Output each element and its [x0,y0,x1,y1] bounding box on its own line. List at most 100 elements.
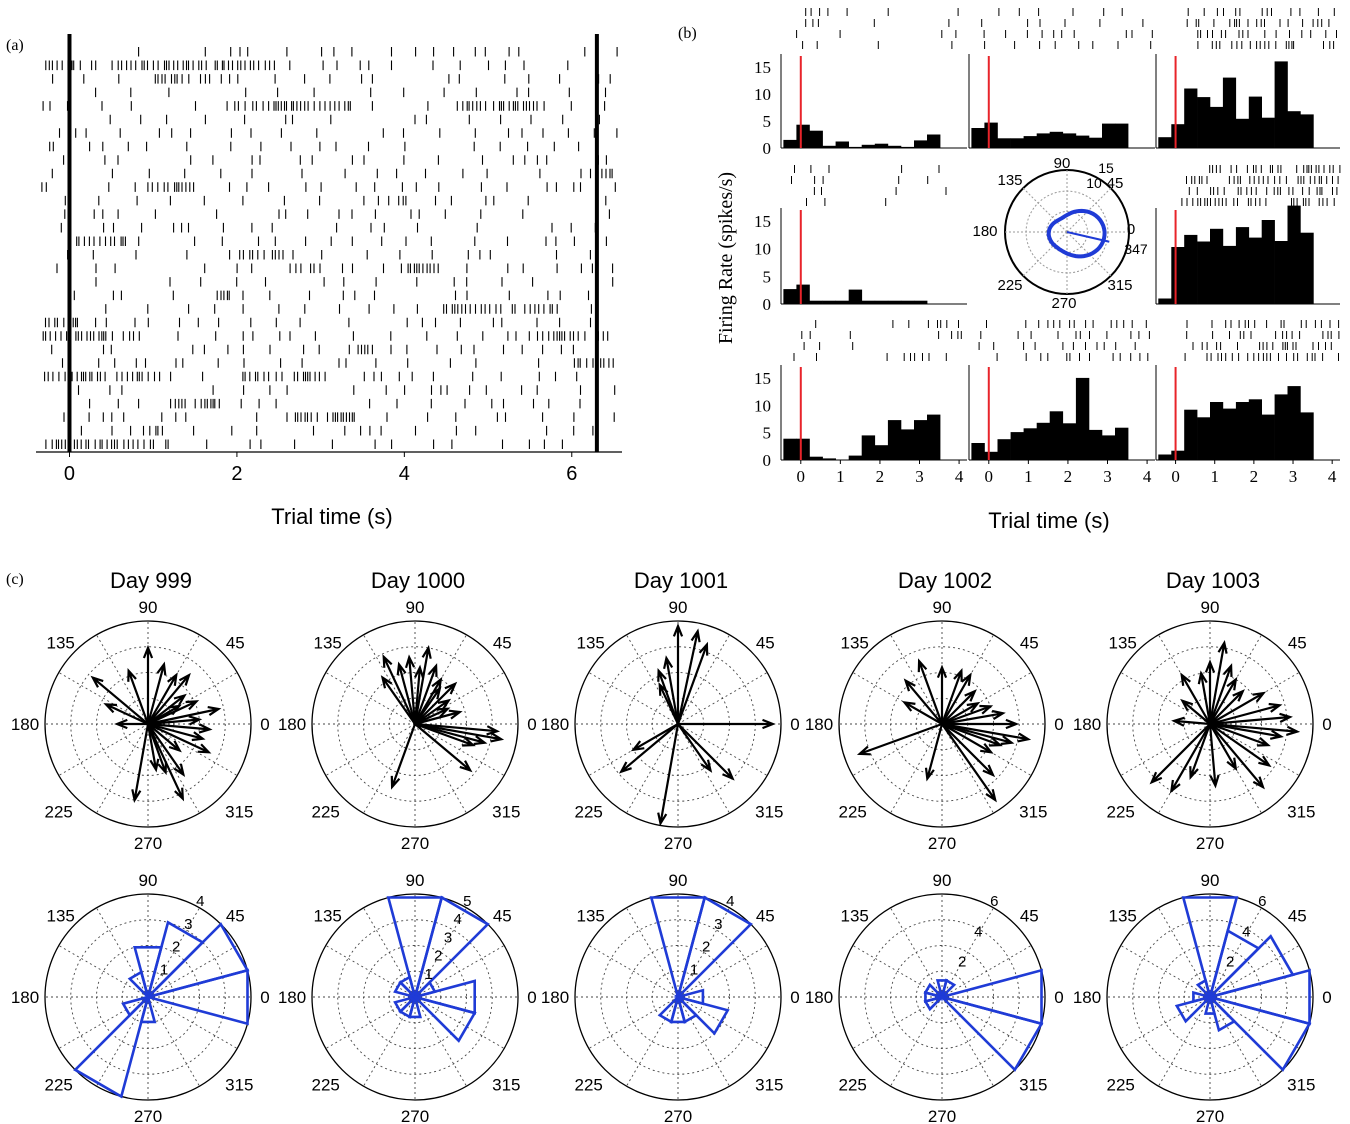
day-3: Day 1002 0 45 90 135 180 225 270 315 0 45 90 135 180 2… [805,568,1064,1124]
histogram-bar [1023,136,1037,148]
polar-angle-label: 45 [226,907,245,926]
polar-spoke [941,996,994,1087]
polar-angle-label: 0 [527,988,536,1007]
trial-spike-train [60,222,596,233]
x-tick-label: 0 [1171,467,1180,486]
preferred-direction-arrow [414,681,458,725]
day-title: Day 999 [110,568,192,593]
polar-angle-label: 180 [278,988,306,1007]
polar-spoke [414,723,505,776]
histogram-bar [783,289,797,304]
polar-angle-label: 135 [997,172,1022,189]
polar-angle-label: 270 [928,1107,956,1124]
trial-spike-train [67,87,607,98]
rose-petal [410,994,477,1043]
rose-radial-tick: 1 [160,961,168,978]
polar-angle-label: 135 [577,634,605,653]
histogram-bar [848,146,863,148]
rose-radial-tick: 2 [172,939,180,956]
polar-spoke [325,672,416,725]
histogram-bar [874,445,889,460]
polar-angle-label: 225 [839,802,867,821]
rose-radial-tick: 4 [974,923,982,940]
rose-petal [935,979,949,1003]
rose-radial-tick: 2 [958,954,966,971]
polar-angle-label: 45 [226,634,245,653]
preferred-direction-arrow [941,723,994,754]
trial-spike-train [42,101,606,111]
polar-angle-label: 0 [260,988,269,1007]
polar-angle-label: 0 [1127,221,1135,238]
trial-spike-train [56,263,614,274]
histogram-bar [1287,386,1301,460]
preferred-direction-arrow [936,664,948,724]
x-tick-label: 4 [1328,467,1337,486]
histogram-bar [1036,422,1051,460]
histogram-bar [927,134,941,148]
polar-outline [574,893,782,1101]
polar-angle-label: 90 [669,871,688,890]
polar-spoke [414,996,505,1049]
histogram-bar [887,145,902,148]
polar-angle-label: 45 [1020,907,1039,926]
x-tick-label: 4 [955,467,964,486]
polar-spoke [1209,996,1300,1049]
polar-angle-label: 225 [839,1075,867,1094]
x-tick-label: 2 [876,467,885,486]
rose-petal [675,895,753,1002]
polar-angle-label: 315 [755,1075,783,1094]
polar-angle-label: 225 [575,802,603,821]
polar-angle-label: 315 [1287,802,1315,821]
polar-spoke [96,996,149,1087]
polar-spoke [58,945,149,998]
preferred-direction-arrow [941,701,981,725]
rose-radial-tick: 3 [444,929,452,946]
histogram-bar [1075,135,1090,148]
preferred-direction-arrow [657,668,680,725]
polar-angle-label: 225 [1107,1075,1135,1094]
polar-angle-label: 135 [1109,634,1137,653]
polar-outline [311,893,519,1101]
panel-label-a: (a) [6,37,24,54]
polar-spoke [677,723,730,814]
spike-raster [1186,8,1337,49]
polar-angle-label: 90 [933,871,952,890]
trial-spike-train [64,195,607,206]
polar-angle-label: 270 [664,834,692,853]
polar-ring [70,919,226,1075]
polar-ring [337,919,493,1075]
polar-angle-label: 90 [1201,598,1220,617]
panel-label-c: (c) [6,571,24,588]
polar-spoke [363,907,416,998]
preferred-direction-arrow [146,723,168,776]
preferred-direction-arrow [941,722,1032,743]
arrow-polar-plot: 0 45 90 135 180 225 270 315 [278,598,537,853]
polar-angle-label: 315 [492,1075,520,1094]
histogram-bar [1274,394,1288,460]
histogram-bar [822,300,836,304]
histogram-bar [914,420,928,460]
preferred-direction-arrow [147,723,182,753]
histogram-bar [1184,234,1198,304]
trial-spike-train [80,425,594,436]
preferred-direction-line [1066,231,1110,243]
polar-spoke [325,945,416,998]
preferred-direction-arrow [941,672,972,725]
preferred-direction-arrow [941,723,996,778]
x-tick-label: 4 [399,463,410,485]
histogram-bar [1010,432,1024,460]
y-tick-label: 10 [754,396,771,415]
polar-angle-label: 180 [805,988,833,1007]
polar-ring [1132,646,1288,802]
preferred-direction-arrow [618,723,679,774]
panel-b-ylabel: Firing Rate (spikes/s) [715,172,737,344]
polar-outline [1106,893,1314,1101]
polar-ring [337,646,493,802]
preferred-direction-arrow [941,689,977,725]
histogram-bar [1222,245,1237,304]
polar-spoke [677,945,768,998]
preferred-direction-arrow [676,628,701,725]
polar-outline [44,893,252,1101]
